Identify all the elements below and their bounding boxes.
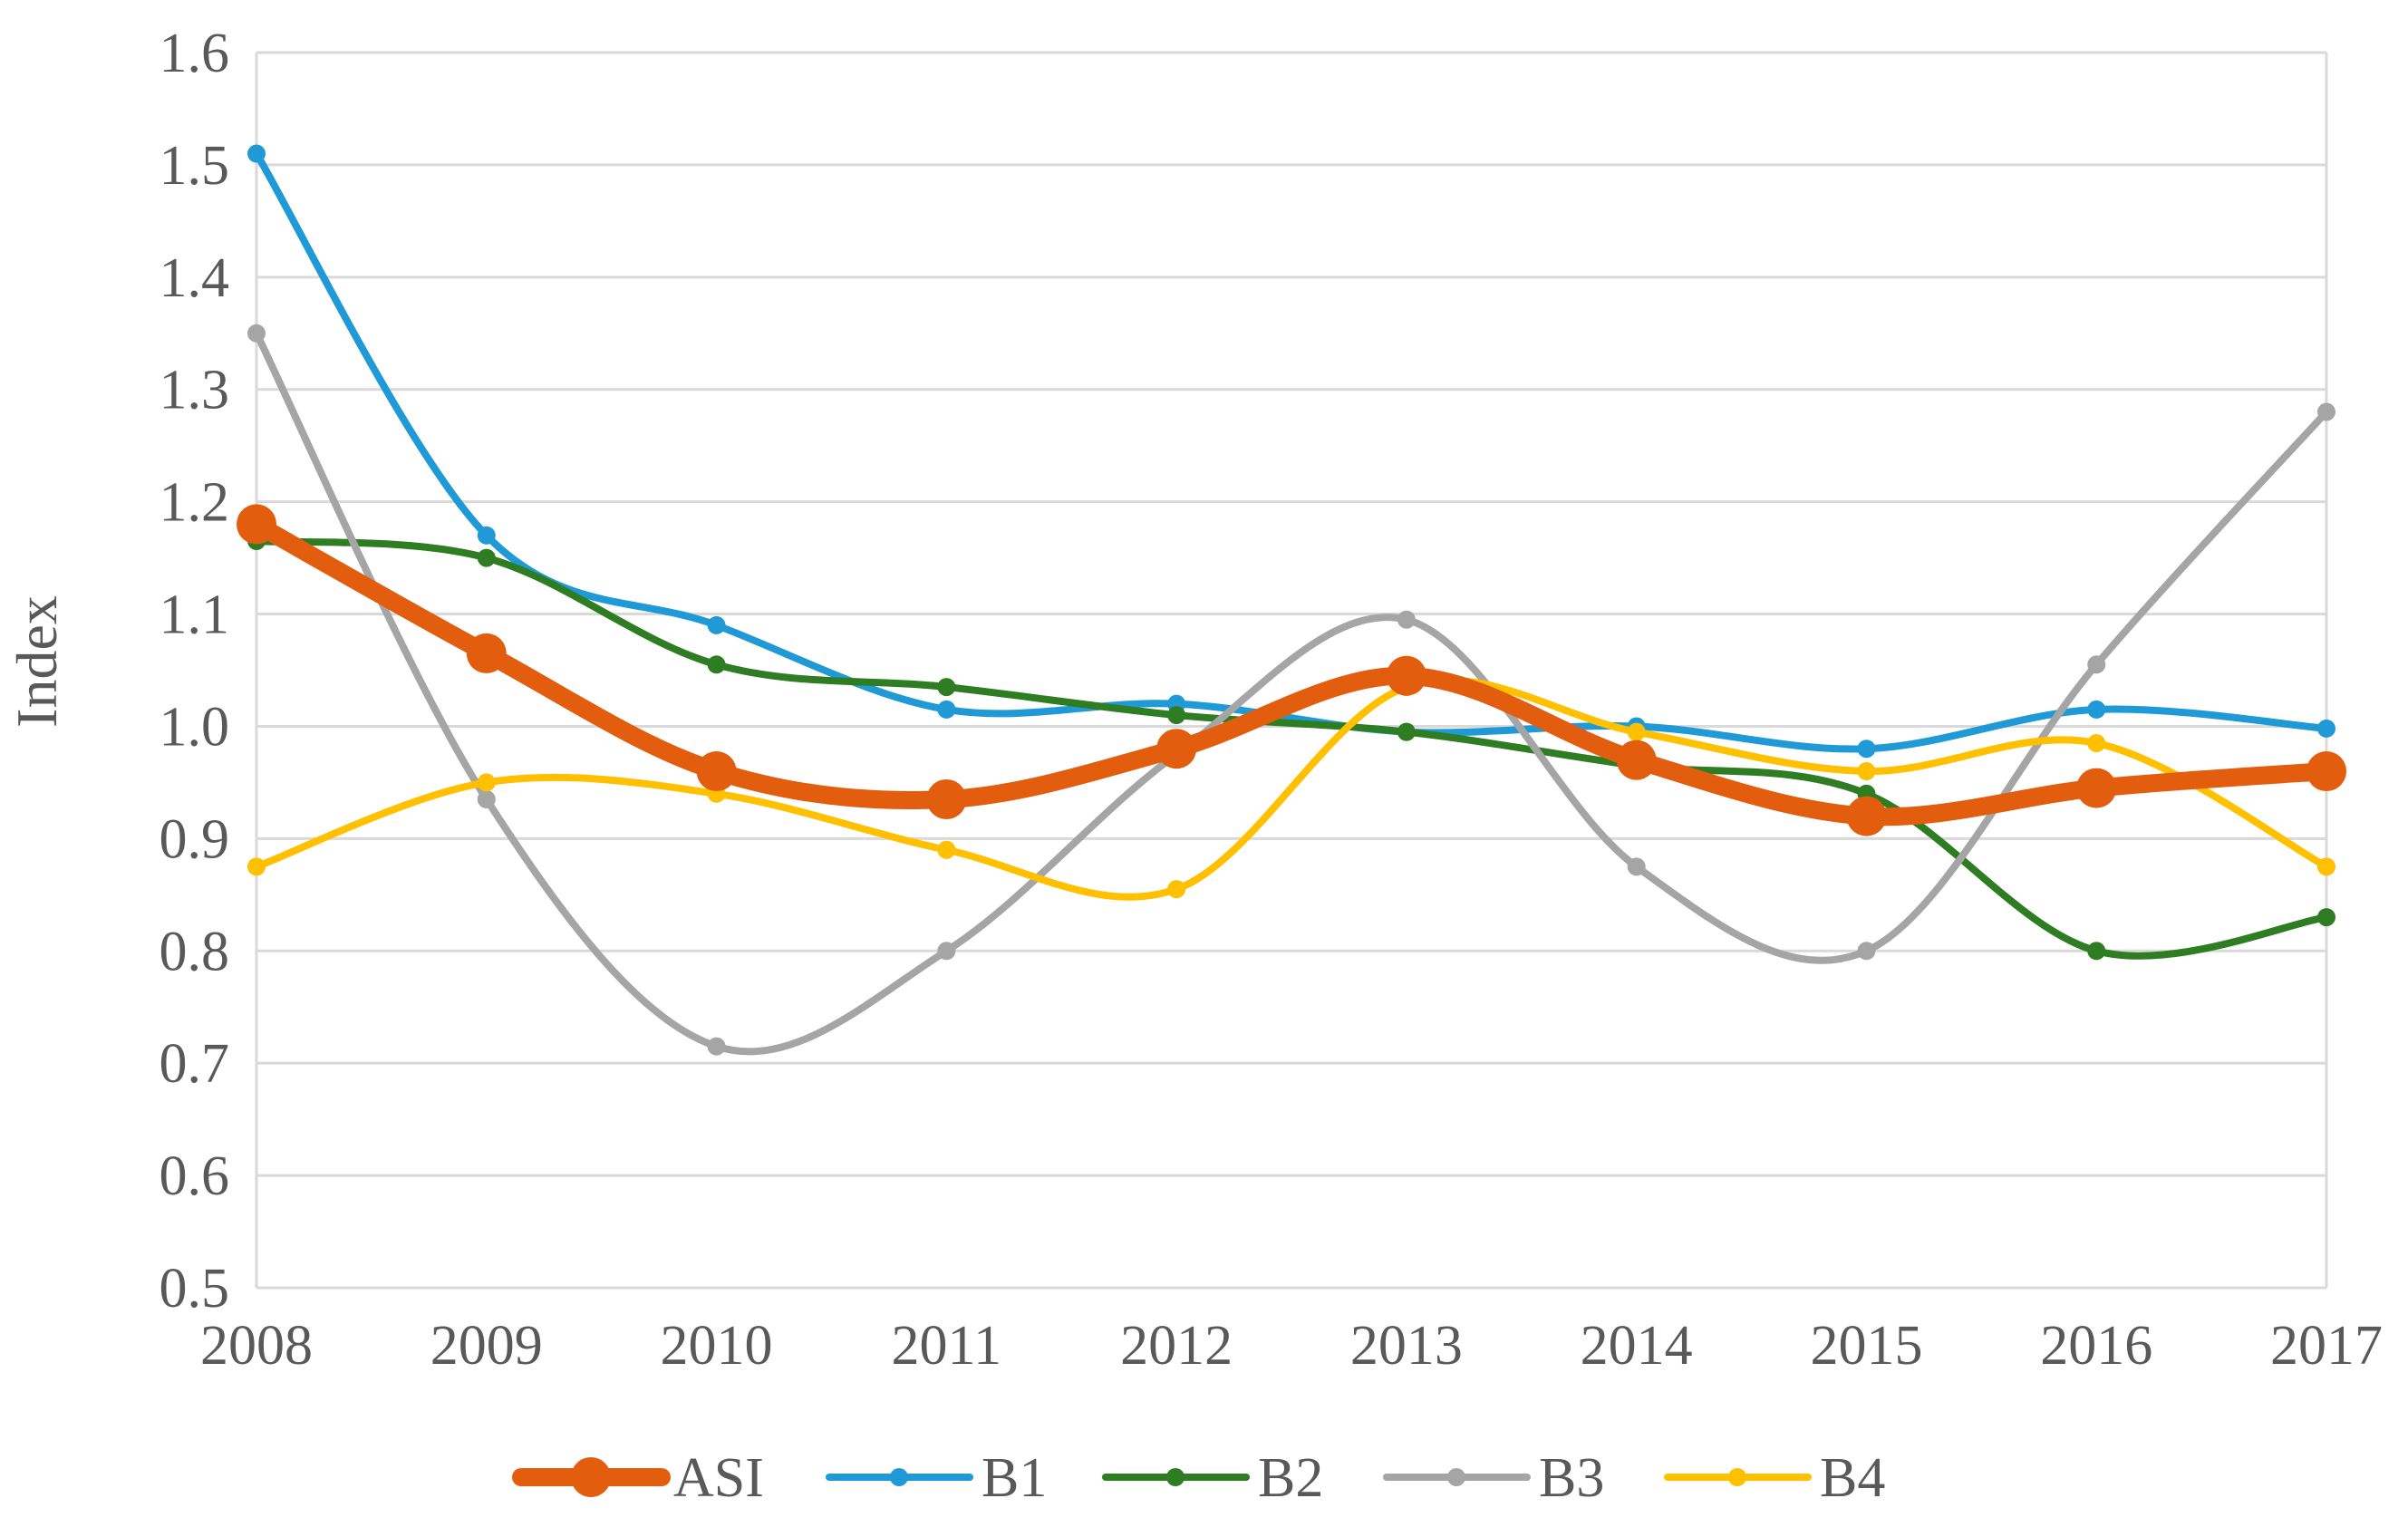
data-point-asi-2015 [1846,796,1887,836]
x-tick-label: 2012 [1120,1315,1233,1377]
legend-label: ASI [673,1447,764,1509]
y-tick-label: 0.7 [160,1033,230,1095]
data-point-b4-2009 [477,773,496,792]
series-line-b2 [253,537,2330,960]
y-tick-label: 1.4 [160,247,230,309]
data-point-b4-2016 [2087,734,2106,753]
legend-item-b2: B2 [1102,1447,1323,1509]
legend-label: B2 [1258,1447,1323,1509]
data-point-b1-2008 [247,144,266,163]
data-point-b2-2010 [707,655,726,674]
legend-swatch-marker [1166,1468,1185,1486]
legend-swatch-marker [1447,1468,1465,1486]
legend-item-b4: B4 [1664,1447,1885,1509]
data-point-b3-2017 [2317,402,2335,421]
data-point-asi-2016 [2076,768,2117,808]
data-point-asi-2009 [466,633,507,673]
series-line-b3 [253,329,2330,1056]
legend-swatch-marker [571,1457,611,1497]
y-tick-label: 1.0 [160,696,230,758]
data-point-b1-2015 [1857,740,1876,759]
data-point-b2-2013 [1397,722,1416,741]
y-tick-label: 0.8 [160,921,230,982]
data-point-b1-2011 [937,700,956,719]
data-point-b2-2009 [477,548,496,567]
series-line-asi [247,515,2335,826]
y-tick-label: 1.5 [160,135,230,197]
y-tick-label: 1.3 [160,360,230,421]
x-tick-label: 2016 [2040,1315,2152,1377]
data-point-b3-2016 [2087,655,2106,674]
data-point-b1-2009 [477,526,496,545]
data-point-b2-2017 [2317,908,2335,927]
data-point-b3-2009 [477,789,496,808]
y-tick-label: 1.6 [160,23,230,84]
data-point-asi-2008 [237,504,276,545]
y-tick-label: 1.2 [160,472,230,534]
data-point-b4-2014 [1627,722,1646,741]
data-point-b2-2016 [2087,942,2106,961]
legend-label: B1 [982,1447,1047,1509]
x-tick-label: 2010 [661,1315,773,1377]
legend-item-b1: B1 [826,1447,1047,1509]
data-point-asi-2013 [1386,655,1426,696]
legend: ASI B1 B2 B3 B4 [512,1447,1885,1509]
data-point-b4-2012 [1167,880,1186,899]
legend-item-b3: B3 [1383,1447,1604,1509]
series-b1 [247,144,2335,759]
data-point-b3-2010 [707,1037,726,1056]
x-tick-label: 2013 [1350,1315,1463,1377]
x-tick-label: 2015 [1810,1315,1922,1377]
tick-labels: 0.5 0.6 0.7 0.8 0.9 1.0 1.1 1.2 1.3 1.4 1.5 1.6 2008… [160,23,2384,1377]
y-tick-label: 0.9 [160,808,230,870]
legend-item-asi: ASI [512,1447,764,1509]
legend-swatch-marker [1728,1468,1746,1486]
legend-label: B3 [1539,1447,1604,1509]
legend-label: B4 [1820,1447,1885,1509]
y-tick-label: 0.6 [160,1146,230,1207]
x-tick-label: 2011 [891,1315,1001,1377]
series-lines [237,144,2346,1056]
data-point-asi-2011 [926,778,967,819]
series-asi [237,504,2346,836]
data-point-b3-2013 [1397,610,1416,629]
data-point-b3-2008 [247,324,266,343]
legend-swatch-marker [890,1468,908,1486]
y-tick-label: 1.1 [160,585,230,646]
data-point-b3-2011 [937,942,956,961]
data-point-asi-2014 [1616,740,1657,780]
data-point-b1-2010 [707,615,726,634]
y-axis-title: Index [5,595,69,728]
data-point-b1-2016 [2087,700,2106,719]
data-point-b4-2017 [2317,857,2335,876]
data-point-b4-2011 [937,840,956,859]
series-line-b4 [253,676,2330,901]
y-tick-label: 0.5 [160,1258,230,1320]
data-point-b4-2015 [1857,762,1876,781]
x-tick-label: 2017 [2270,1315,2383,1377]
axes [255,53,2328,1288]
data-point-asi-2017 [2306,751,2346,792]
data-point-b2-2011 [937,678,956,697]
data-point-asi-2012 [1156,729,1197,769]
data-point-b3-2014 [1627,857,1646,876]
x-tick-label: 2009 [430,1315,543,1377]
data-point-b4-2008 [247,857,266,876]
x-tick-label: 2008 [200,1315,313,1377]
data-point-b3-2015 [1857,942,1876,961]
data-point-b2-2012 [1167,706,1186,725]
data-point-b1-2017 [2317,719,2335,738]
data-point-asi-2010 [696,751,737,792]
grid-lines [256,51,2326,1290]
x-tick-label: 2014 [1581,1315,1693,1377]
